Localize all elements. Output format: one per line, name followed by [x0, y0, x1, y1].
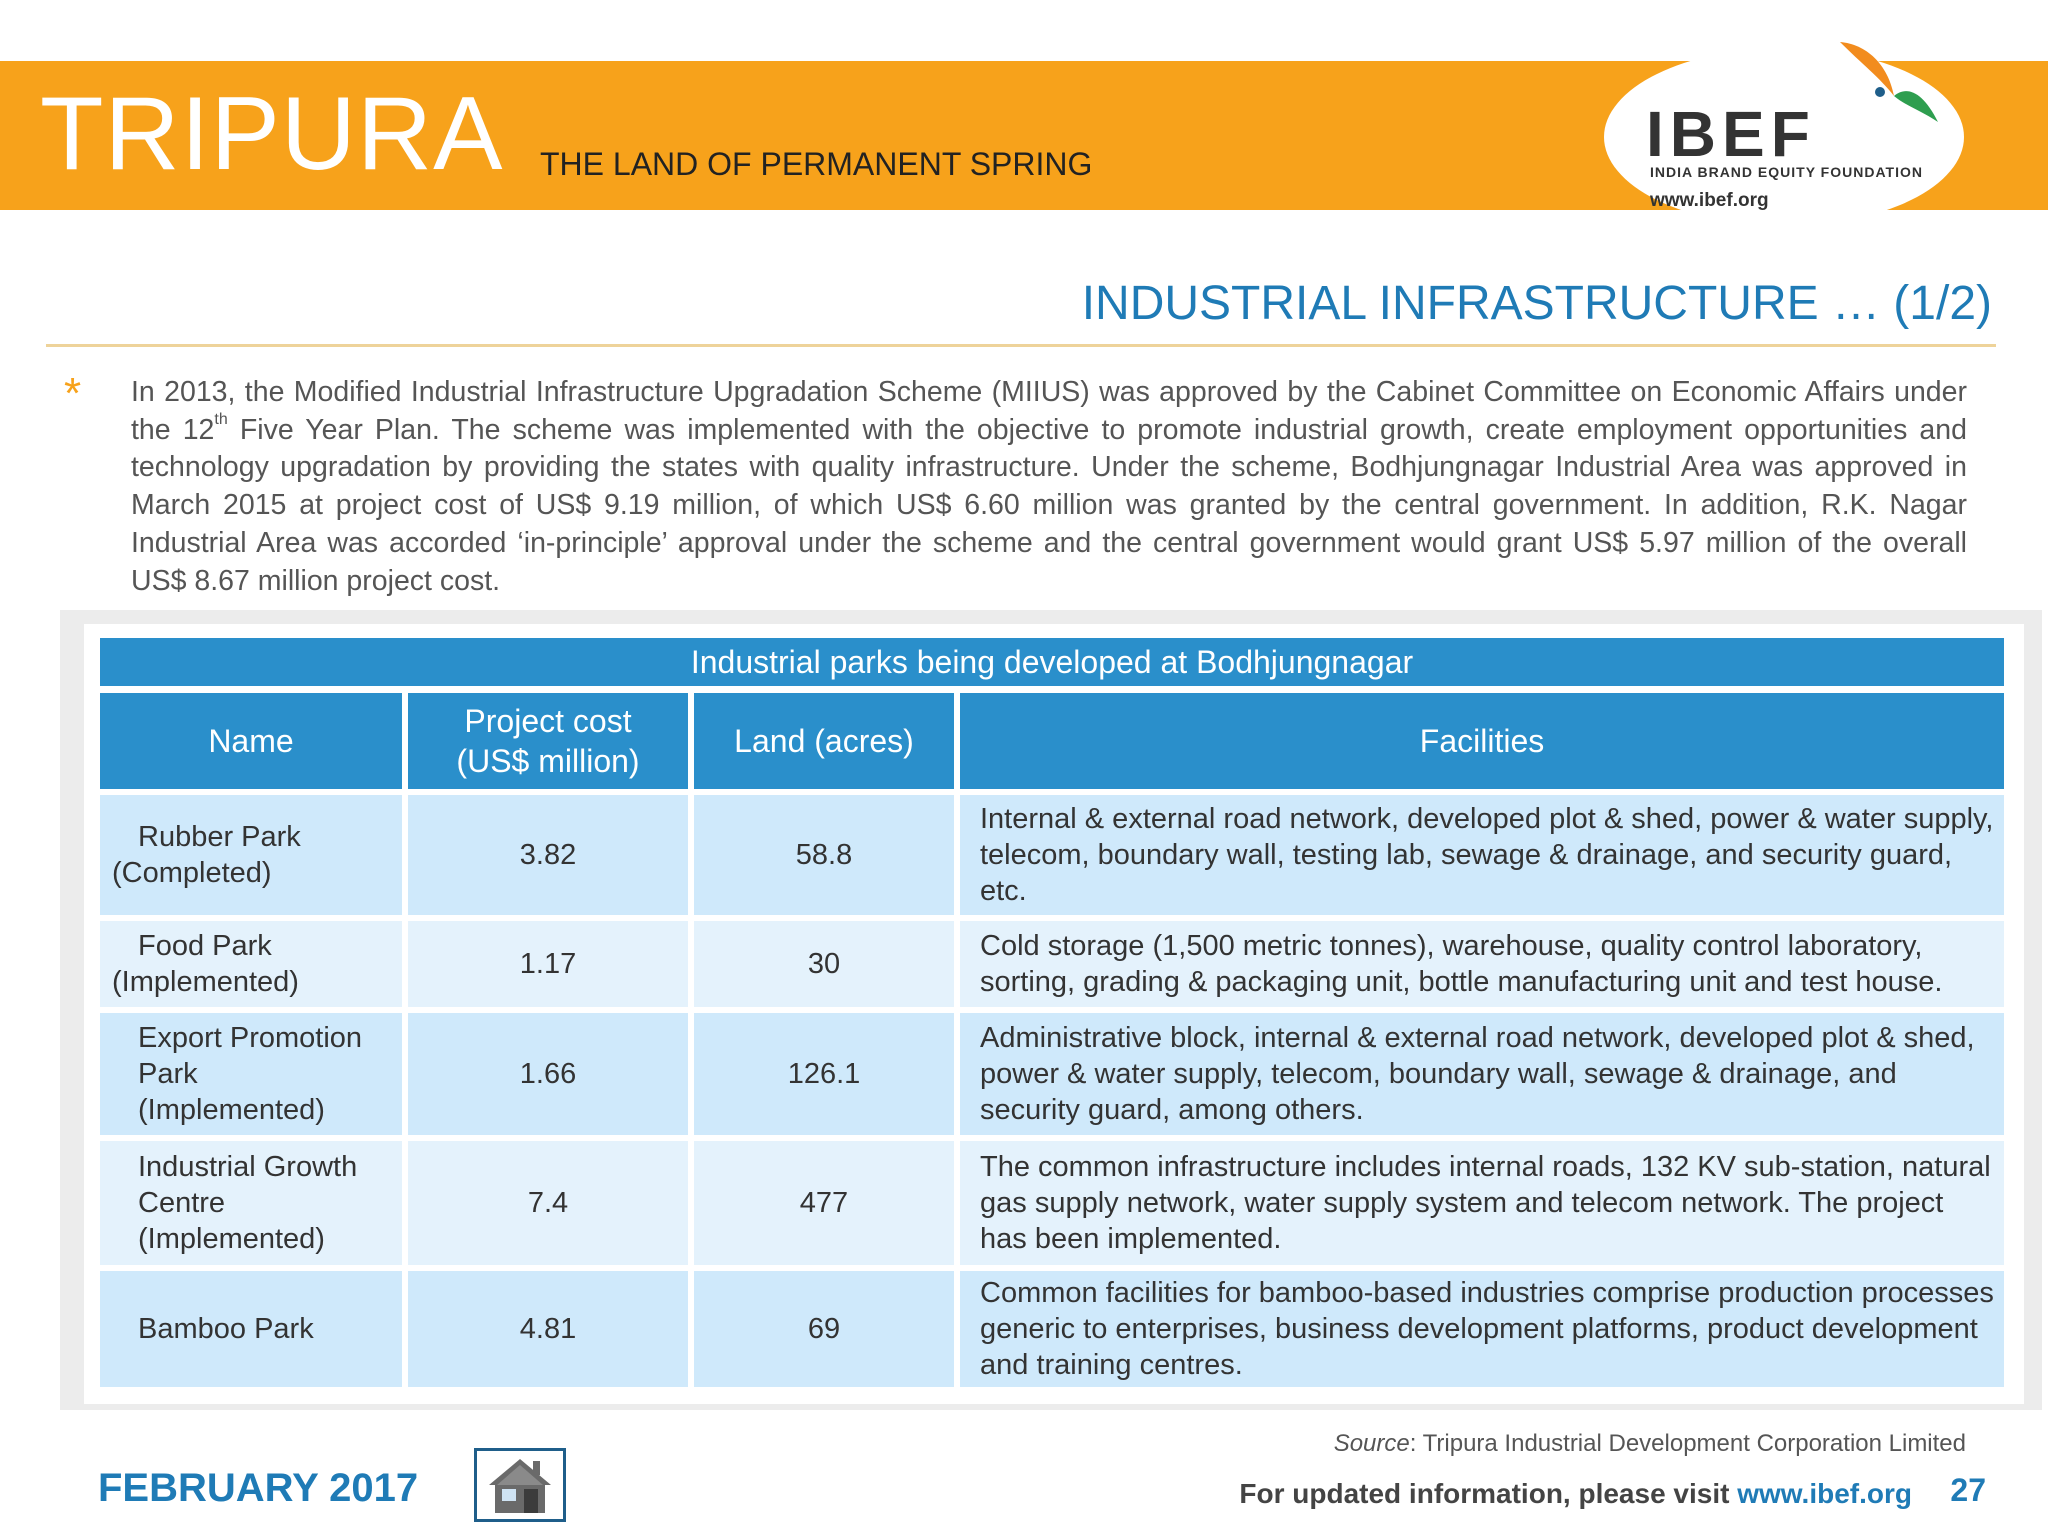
home-button[interactable]: [474, 1448, 566, 1522]
table-row-1-facilities: Internal & external road network, develo…: [960, 795, 2004, 915]
table-row-4-land: 477: [694, 1141, 954, 1265]
table-row-3-facilities: Administrative block, internal & externa…: [960, 1013, 2004, 1135]
table-row-5-cost: 4.81: [408, 1271, 688, 1387]
state-title: TRIPURA: [40, 76, 504, 192]
page-number: 27: [1950, 1472, 1986, 1508]
table-row-2-land: 30: [694, 921, 954, 1007]
visit-note: For updated information, please visit ww…: [1239, 1478, 1912, 1509]
home-icon: [489, 1459, 551, 1513]
table-row-3-cost: 1.66: [408, 1013, 688, 1135]
bird-icon: [1840, 42, 1938, 122]
table-row-2-cost: 1.17: [408, 921, 688, 1007]
logo-name: IBEF: [1646, 98, 1816, 170]
table-row-3-land: 126.1: [694, 1013, 954, 1135]
logo-tagline: INDIA BRAND EQUITY FOUNDATION: [1650, 164, 1923, 180]
section-title: INDUSTRIAL INFRASTRUCTURE … (1/2): [1081, 277, 1992, 330]
intro-paragraph: In 2013, the Modified Industrial Infrast…: [131, 376, 1967, 597]
table-row-1-cost: 3.82: [408, 795, 688, 915]
header-project-cost: Project cost (US$ million): [408, 693, 688, 789]
footer-date: FEBRUARY 2017: [98, 1466, 419, 1510]
table-row-1-name: Rubber Park (Completed): [100, 795, 402, 915]
table-row-4-cost: 7.4: [408, 1141, 688, 1265]
section-divider: [46, 344, 1996, 347]
table-row-1-land: 58.8: [694, 795, 954, 915]
header-name: Name: [100, 693, 402, 789]
asterisk-bullet-icon: *: [64, 369, 82, 418]
ibef-logo[interactable]: IBEF INDIA BRAND EQUITY FOUNDATION www.i…: [1604, 42, 1964, 226]
table-row-2-name: Food Park (Implemented): [100, 921, 402, 1007]
header-facilities: Facilities: [960, 693, 2004, 789]
state-subtitle: THE LAND OF PERMANENT SPRING: [540, 146, 1093, 182]
table-row-2-facilities: Cold storage (1,500 metric tonnes), ware…: [960, 921, 2004, 1007]
header-land: Land (acres): [694, 693, 954, 789]
visit-link[interactable]: www.ibef.org: [1737, 1478, 1912, 1509]
table-title: Industrial parks being developed at Bodh…: [100, 638, 2004, 686]
logo-url: www.ibef.org: [1650, 190, 1769, 211]
table-row-4-name: Industrial Growth Centre (Implemented): [100, 1141, 402, 1265]
table-row-5-name: Bamboo Park: [100, 1271, 402, 1387]
table-row-3-name: Export Promotion Park (Implemented): [100, 1013, 402, 1135]
table-row-5-facilities: Common facilities for bamboo-based indus…: [960, 1271, 2004, 1387]
table-row-5-land: 69: [694, 1271, 954, 1387]
table-row-4-facilities: The common infrastructure includes inter…: [960, 1141, 2004, 1265]
source-note: Source: Tripura Industrial Development C…: [1333, 1430, 1966, 1457]
